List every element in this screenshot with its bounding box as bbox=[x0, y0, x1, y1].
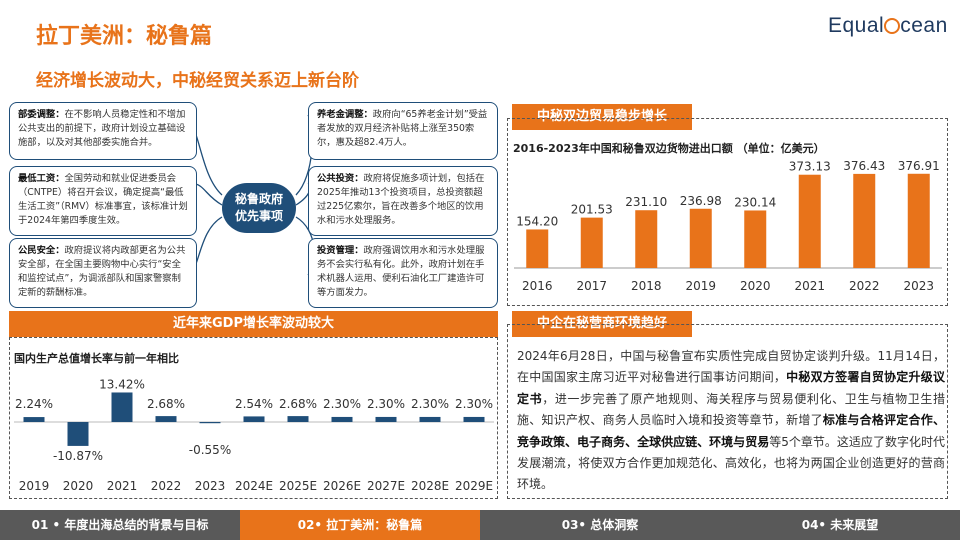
gdp-bar bbox=[155, 416, 177, 422]
trade-x-tick: 2018 bbox=[631, 279, 662, 293]
gdp-chart-title: 国内生产总值增长率与前一年相比 bbox=[14, 352, 179, 365]
trade-bar bbox=[580, 217, 603, 268]
gdp-x-tick: 2023 bbox=[195, 479, 226, 493]
trade-x-tick: 2017 bbox=[576, 279, 607, 293]
gdp-x-tick: 2027E bbox=[367, 479, 405, 493]
policy-minimum-wage: 最低工资：全国劳动和就业促进委员会（CNTPE）将召开会议，确定提高“最低生活工… bbox=[9, 166, 197, 236]
trade-bar bbox=[907, 173, 930, 268]
gdp-bar bbox=[419, 416, 441, 422]
gdp-x-tick: 2025E bbox=[279, 479, 317, 493]
policy-pension: 养老金调整：政府向“65养老金计划”受益者发放的双月经济补贴将上涨至350索尔，… bbox=[308, 102, 498, 160]
gdp-bar-label: -0.55% bbox=[189, 443, 231, 457]
gdp-bar-label: 2.30% bbox=[367, 397, 405, 411]
gdp-bar-label: 2.68% bbox=[279, 397, 317, 411]
env-paragraph: 2024年6月28日，中国与秘鲁宣布实质性完成自贸协定谈判升级。11月14日，在… bbox=[517, 349, 945, 492]
page-subtitle: 经济增长波动大，中秘经贸关系迈上新台阶 bbox=[36, 71, 359, 91]
trade-bar bbox=[798, 174, 821, 268]
gdp-x-tick: 2028E bbox=[411, 479, 449, 493]
trade-bar bbox=[689, 208, 712, 268]
nav-item-background[interactable]: 01 • 年度出海总结的背景与目标 bbox=[31, 518, 209, 532]
gdp-bar-label: 2.24% bbox=[15, 397, 53, 411]
gdp-bar-label: 2.54% bbox=[235, 397, 273, 411]
gdp-bar-label: 2.30% bbox=[323, 397, 361, 411]
equalocean-logo: Equal cean bbox=[828, 14, 948, 37]
gdp-bar bbox=[23, 417, 45, 422]
policy-investment-management: 投资管理：政府强调饮用水和污水处理服务不会实行私有化。此外，政府计划在手术机器人… bbox=[308, 238, 498, 308]
trade-x-tick: 2016 bbox=[522, 279, 553, 293]
trade-chart-box bbox=[507, 118, 948, 306]
trade-x-tick: 2021 bbox=[794, 279, 825, 293]
trade-bar-label: 201.53 bbox=[571, 203, 613, 217]
trade-header: 中秘双边贸易稳步增长 bbox=[512, 104, 692, 130]
env-text-box bbox=[507, 324, 948, 499]
trade-x-tick: 2020 bbox=[740, 279, 771, 293]
trade-bar bbox=[526, 229, 549, 268]
gdp-bar-label: 2.30% bbox=[455, 397, 493, 411]
gdp-bar bbox=[111, 392, 133, 422]
policy-public-safety: 公民安全：政府提议将内政部更名为公共安全部，在全国主要购物中心实行“安全和监控试… bbox=[9, 238, 197, 308]
gdp-chart-box bbox=[9, 337, 498, 499]
gdp-bar bbox=[199, 422, 221, 424]
trade-x-tick: 2023 bbox=[903, 279, 934, 293]
section-nav: 01 • 年度出海总结的背景与目标 02• 拉丁美洲：秘鲁篇 03• 总体洞察 … bbox=[0, 510, 960, 540]
nav-item-insights[interactable]: 03• 总体洞察 bbox=[561, 518, 639, 532]
gdp-x-tick: 2026E bbox=[323, 479, 361, 493]
trade-bar-label: 231.10 bbox=[625, 195, 667, 209]
gdp-bar-label: 13.42% bbox=[99, 377, 145, 391]
gdp-bar-label: 2.68% bbox=[147, 397, 185, 411]
trade-bar bbox=[635, 210, 658, 268]
gdp-bar bbox=[463, 416, 485, 422]
gdp-x-tick: 2029E bbox=[455, 479, 493, 493]
gdp-bar bbox=[67, 422, 89, 446]
trade-bar bbox=[744, 210, 767, 268]
gdp-x-tick: 2022 bbox=[151, 479, 182, 493]
trade-bar-label: 373.13 bbox=[789, 160, 831, 174]
gdp-bar bbox=[375, 416, 397, 422]
trade-bar-label: 236.98 bbox=[680, 194, 722, 208]
gdp-x-tick: 2019 bbox=[19, 479, 50, 493]
nav-item-outlook[interactable]: 04• 未来展望 bbox=[801, 518, 879, 532]
gdp-header: 近年来GDP增长率波动较大 bbox=[9, 311, 498, 337]
gdp-bar-chart: 2.24% 2019 -10.87% 2020 13.42% 2021 2.68% 2022 -… bbox=[14, 377, 494, 493]
gdp-bar bbox=[331, 416, 353, 422]
policy-public-investment: 公共投资：政府将促施多项计划，包括在2025年推动13个投资项目，总投资额超过2… bbox=[308, 166, 498, 236]
trade-bar bbox=[853, 173, 876, 268]
trade-bar-label: 376.43 bbox=[843, 159, 885, 173]
trade-bar-label: 230.14 bbox=[734, 195, 776, 209]
trade-bar-label: 154.20 bbox=[516, 214, 558, 228]
trade-x-tick: 2019 bbox=[685, 279, 716, 293]
trade-bar-label: 376.91 bbox=[898, 159, 940, 173]
gdp-bar-label: -10.87% bbox=[53, 449, 103, 463]
trade-bar-chart: 154.20 2016 201.53 2017 231.10 2018 236.98 2019… bbox=[514, 159, 942, 293]
policy-ministry: 部委调整：在不影响人员稳定性和不增加公共支出的前提下，政府计划设立基础设施部，以… bbox=[9, 102, 197, 160]
page-title: 拉丁美洲：秘鲁篇 bbox=[36, 24, 213, 49]
gdp-bar-label: 2.30% bbox=[411, 397, 449, 411]
gdp-x-tick: 2020 bbox=[63, 479, 94, 493]
gdp-x-tick: 2024E bbox=[235, 479, 273, 493]
gdp-bar bbox=[287, 416, 309, 422]
gdp-bar bbox=[243, 416, 265, 422]
priority-hub: 秘鲁政府 优先事项 bbox=[222, 183, 296, 233]
trade-chart-title: 2016-2023年中国和秘鲁双边货物进出口额 （单位：亿美元） bbox=[513, 142, 825, 155]
gdp-x-tick: 2021 bbox=[107, 479, 138, 493]
trade-x-tick: 2022 bbox=[849, 279, 880, 293]
nav-item-peru[interactable]: 02• 拉丁美洲：秘鲁篇 bbox=[240, 510, 480, 540]
